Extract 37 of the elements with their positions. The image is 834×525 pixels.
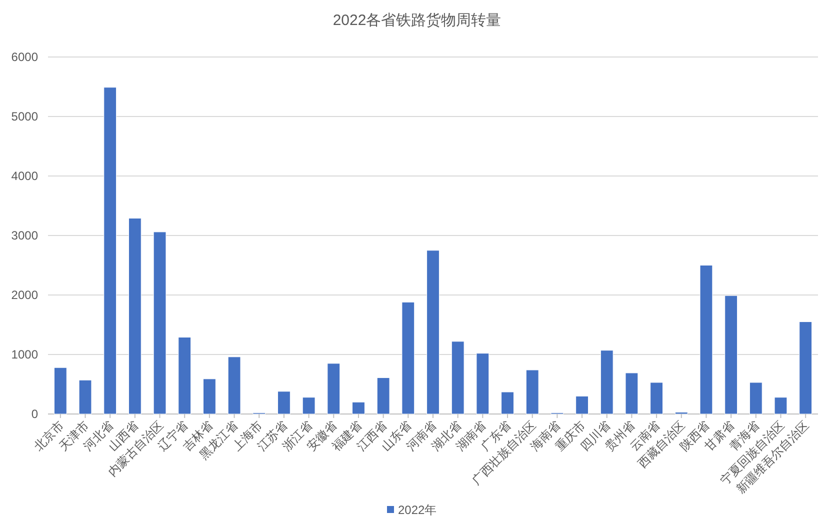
bar bbox=[600, 350, 614, 414]
chart-title: 2022各省铁路货物周转量 bbox=[332, 12, 502, 29]
bar bbox=[54, 367, 67, 414]
bar bbox=[426, 250, 440, 414]
y-tick-label: 3000 bbox=[11, 228, 38, 242]
bar bbox=[104, 87, 117, 414]
bar bbox=[526, 370, 539, 414]
bar bbox=[153, 232, 166, 414]
bar bbox=[501, 392, 514, 414]
bar bbox=[625, 372, 638, 414]
bar bbox=[78, 380, 92, 414]
bar bbox=[402, 302, 415, 414]
bar bbox=[774, 397, 788, 414]
bar bbox=[178, 336, 192, 414]
y-tick-label: 1000 bbox=[11, 348, 38, 362]
bar bbox=[327, 363, 340, 414]
y-tick-label: 4000 bbox=[11, 169, 38, 183]
y-tick-label: 6000 bbox=[11, 50, 38, 64]
bar bbox=[451, 341, 464, 414]
y-tick-label: 5000 bbox=[11, 110, 38, 124]
bar bbox=[278, 391, 290, 414]
bar bbox=[128, 218, 142, 414]
bar bbox=[302, 397, 316, 414]
bar bbox=[476, 353, 490, 414]
legend-label: 2022年 bbox=[398, 503, 437, 517]
bar bbox=[576, 396, 588, 414]
bar bbox=[202, 378, 216, 414]
bar bbox=[799, 322, 812, 414]
bar bbox=[749, 382, 762, 414]
y-tick-label: 0 bbox=[31, 407, 38, 421]
bar bbox=[724, 295, 738, 414]
bar bbox=[352, 402, 365, 414]
bar bbox=[228, 356, 241, 414]
bar bbox=[650, 382, 664, 414]
y-tick-label: 2000 bbox=[11, 288, 38, 302]
bar bbox=[700, 265, 713, 414]
bar bbox=[376, 377, 390, 414]
